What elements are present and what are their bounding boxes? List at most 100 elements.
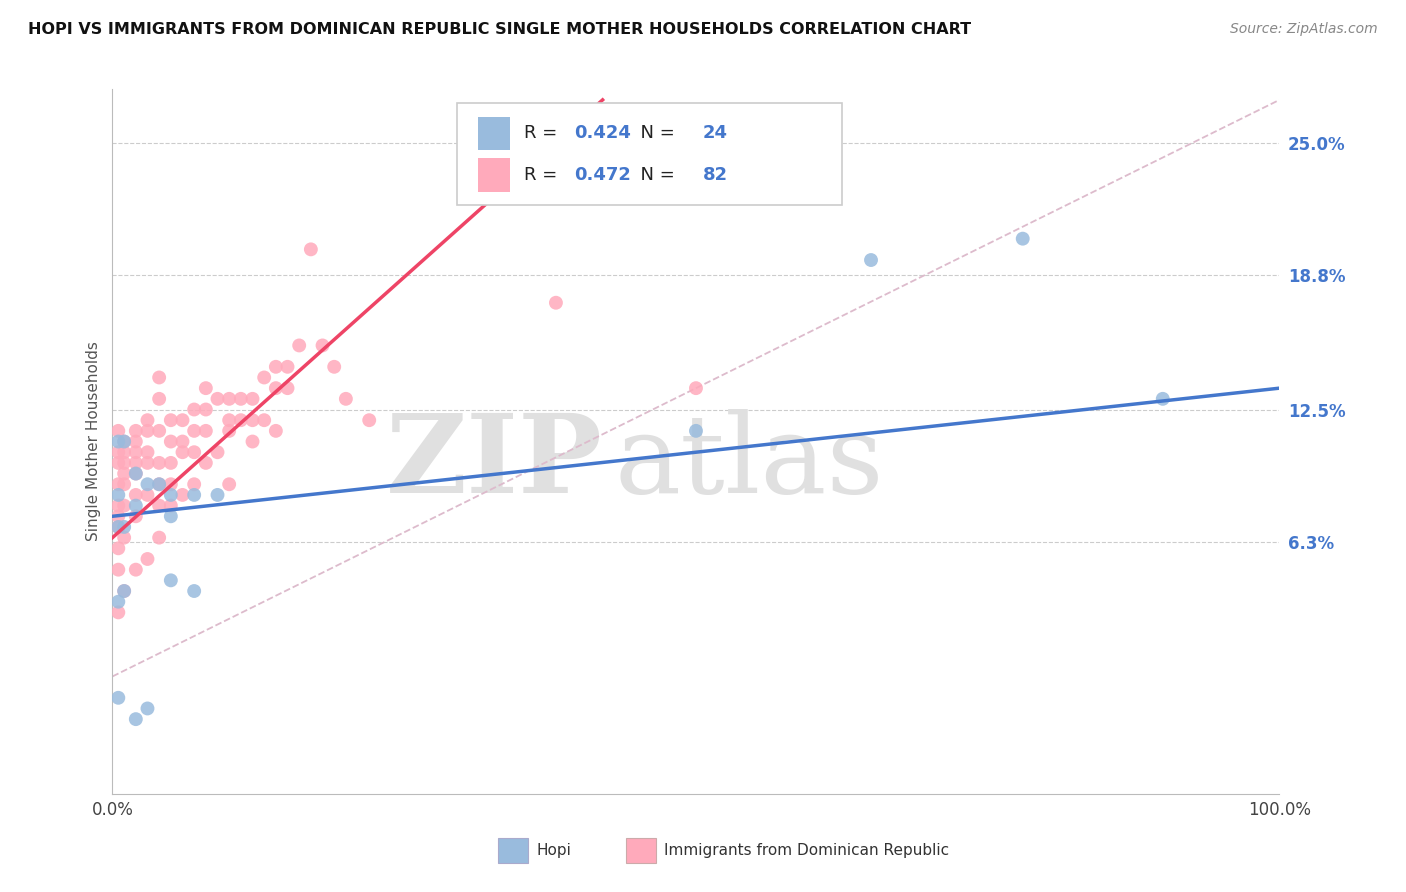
- Text: 82: 82: [703, 166, 728, 185]
- Point: [148, 392, 170, 406]
- Point: [242, 434, 264, 449]
- Text: HOPI VS IMMIGRANTS FROM DOMINICAN REPUBLIC SINGLE MOTHER HOUSEHOLDS CORRELATION : HOPI VS IMMIGRANTS FROM DOMINICAN REPUBL…: [28, 22, 972, 37]
- Point: [136, 424, 159, 438]
- Point: [160, 477, 183, 491]
- Point: [112, 467, 135, 481]
- Point: [125, 445, 148, 459]
- Point: [107, 499, 129, 513]
- Point: [264, 359, 287, 374]
- Point: [183, 488, 205, 502]
- Point: [194, 456, 217, 470]
- Point: [160, 413, 183, 427]
- Point: [242, 413, 264, 427]
- Point: [125, 467, 148, 481]
- Point: [112, 499, 135, 513]
- Point: [107, 520, 129, 534]
- Point: [136, 552, 159, 566]
- Point: [194, 402, 217, 417]
- Point: [148, 370, 170, 384]
- Text: Hopi: Hopi: [536, 843, 571, 858]
- Point: [544, 295, 567, 310]
- Text: R =: R =: [524, 125, 564, 143]
- Point: [136, 701, 159, 715]
- Text: ZIP: ZIP: [385, 409, 603, 516]
- Point: [685, 424, 707, 438]
- Point: [172, 488, 194, 502]
- Point: [136, 477, 159, 491]
- Point: [207, 445, 229, 459]
- Point: [183, 477, 205, 491]
- Point: [112, 584, 135, 599]
- Text: N =: N =: [630, 166, 681, 185]
- Point: [136, 488, 159, 502]
- FancyBboxPatch shape: [478, 117, 510, 151]
- Point: [229, 392, 252, 406]
- Point: [112, 477, 135, 491]
- Point: [107, 690, 129, 705]
- Point: [148, 477, 170, 491]
- Point: [299, 243, 322, 257]
- FancyBboxPatch shape: [457, 103, 842, 205]
- Text: 24: 24: [703, 125, 728, 143]
- Point: [276, 359, 298, 374]
- Point: [107, 563, 129, 577]
- Point: [125, 488, 148, 502]
- Point: [148, 499, 170, 513]
- Point: [112, 445, 135, 459]
- Point: [112, 531, 135, 545]
- Point: [125, 712, 148, 726]
- Point: [125, 563, 148, 577]
- Point: [172, 445, 194, 459]
- Point: [125, 509, 148, 524]
- Point: [107, 424, 129, 438]
- Point: [1152, 392, 1174, 406]
- Text: atlas: atlas: [614, 409, 884, 516]
- Point: [148, 424, 170, 438]
- Text: Immigrants from Dominican Republic: Immigrants from Dominican Republic: [665, 843, 949, 858]
- Point: [359, 413, 381, 427]
- Point: [288, 338, 311, 352]
- Point: [183, 402, 205, 417]
- Point: [218, 392, 240, 406]
- Point: [107, 488, 129, 502]
- Point: [160, 574, 183, 588]
- Point: [229, 413, 252, 427]
- FancyBboxPatch shape: [626, 838, 657, 863]
- Point: [125, 456, 148, 470]
- Point: [218, 477, 240, 491]
- Point: [172, 413, 194, 427]
- Point: [311, 338, 333, 352]
- Point: [218, 413, 240, 427]
- Point: [685, 381, 707, 395]
- Point: [136, 445, 159, 459]
- Point: [160, 509, 183, 524]
- Point: [218, 424, 240, 438]
- Point: [112, 520, 135, 534]
- Point: [107, 520, 129, 534]
- Text: 0.472: 0.472: [575, 166, 631, 185]
- Point: [264, 381, 287, 395]
- Point: [859, 253, 883, 268]
- Point: [194, 424, 217, 438]
- Point: [148, 531, 170, 545]
- Point: [107, 445, 129, 459]
- Point: [276, 381, 298, 395]
- Y-axis label: Single Mother Households: Single Mother Households: [86, 342, 101, 541]
- Point: [148, 477, 170, 491]
- Point: [112, 456, 135, 470]
- Point: [107, 434, 129, 449]
- Point: [160, 456, 183, 470]
- Point: [1011, 232, 1033, 246]
- Point: [107, 541, 129, 556]
- Point: [125, 434, 148, 449]
- Point: [172, 434, 194, 449]
- Point: [207, 488, 229, 502]
- Point: [253, 370, 276, 384]
- Point: [264, 424, 287, 438]
- Text: 0.424: 0.424: [575, 125, 631, 143]
- Point: [136, 456, 159, 470]
- Point: [148, 456, 170, 470]
- Point: [125, 424, 148, 438]
- Point: [107, 477, 129, 491]
- Point: [107, 456, 129, 470]
